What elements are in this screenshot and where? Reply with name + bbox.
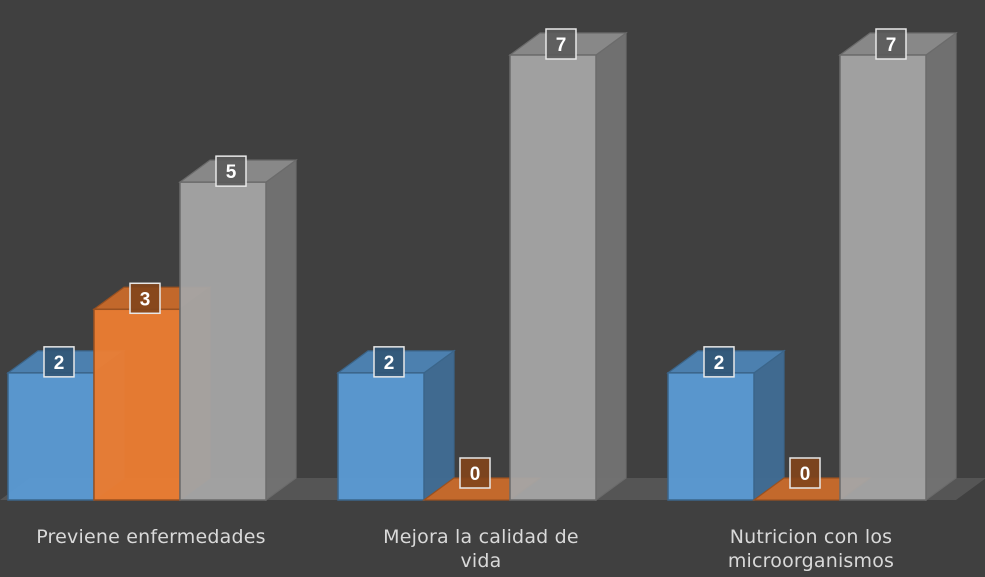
svg-text:3: 3	[140, 289, 151, 310]
data-label-2-0: 2	[703, 346, 735, 378]
svg-text:7: 7	[556, 35, 567, 56]
category-label-2: Nutricion con los microorganismos	[727, 526, 895, 572]
category-label-1: Mejora la calidad de vida	[383, 526, 579, 572]
svg-text:5: 5	[226, 162, 237, 183]
category-label-0: Previene enfermedades	[36, 526, 266, 548]
svg-text:7: 7	[886, 35, 897, 56]
svg-text:2: 2	[384, 353, 395, 374]
data-label-1-2: 7	[545, 28, 577, 60]
data-label-1-1: 0	[459, 457, 491, 489]
data-label-0-0: 2	[43, 346, 75, 378]
svg-text:2: 2	[714, 353, 725, 374]
data-label-1-0: 2	[373, 346, 405, 378]
data-label-0-2: 5	[215, 155, 247, 187]
data-label-0-1: 3	[129, 282, 161, 315]
bar-2-0	[666, 349, 786, 502]
svg-text:0: 0	[470, 464, 481, 485]
bar-1-2	[508, 31, 628, 502]
data-labels: 2 3 5 2 0 7 2 0 7	[43, 28, 907, 489]
data-label-2-1: 0	[789, 457, 821, 489]
bar-2-2	[838, 31, 958, 502]
bars	[6, 31, 958, 502]
data-label-2-2: 7	[875, 28, 907, 60]
bar-0-2	[178, 158, 298, 502]
svg-text:2: 2	[54, 353, 65, 374]
svg-text:0: 0	[800, 464, 811, 485]
